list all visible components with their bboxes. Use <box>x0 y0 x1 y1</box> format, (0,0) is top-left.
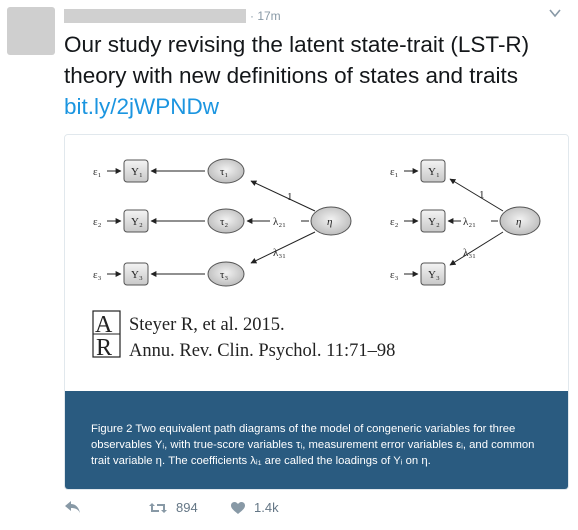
right-observable-box-2 <box>420 209 446 233</box>
right-error-2: ε₂ <box>390 216 399 228</box>
left-observable-box-2 <box>123 209 149 233</box>
left-observable-box-1 <box>123 159 149 183</box>
retweet-icon <box>149 502 167 513</box>
path-diagram: ε₁ ε₂ ε₃ Y₁ Y₂ Y₃ τ₁ τ₂ τ₃ <box>92 158 541 361</box>
right-coef-3: λ₃₁ <box>463 247 476 259</box>
annual-reviews-logo: A R <box>92 310 121 361</box>
right-coef-1: 1 <box>479 189 485 201</box>
left-true-score-ellipse-2 <box>207 208 245 234</box>
tweet-link[interactable]: bit.ly/2jWPNDw <box>64 94 220 119</box>
left-error-1: ε₁ <box>93 166 102 178</box>
avatar[interactable] <box>7 7 55 55</box>
left-true-score-ellipse-1 <box>207 158 245 184</box>
logo-letter-r: R <box>96 335 112 361</box>
left-coef-3: λ₃₁ <box>273 247 286 259</box>
right-observable-1: Y₁ <box>428 166 440 178</box>
left-error-3: ε₃ <box>93 269 102 281</box>
right-observable-3: Y₃ <box>428 269 440 281</box>
left-true-score-2: τ₂ <box>220 216 228 228</box>
right-observable-2: Y₂ <box>428 216 440 228</box>
retweet-button[interactable]: 894 <box>148 500 198 515</box>
reference-line-2: Annu. Rev. Clin. Psychol. 11:71–98 <box>129 341 395 361</box>
retweet-count: 894 <box>176 500 198 515</box>
left-observable-3: Y₃ <box>131 269 143 281</box>
tweet-timestamp[interactable]: · 17m <box>250 9 281 23</box>
reply-icon <box>65 501 80 513</box>
left-observable-box-3 <box>123 262 149 286</box>
chevron-down-icon[interactable] <box>548 6 562 20</box>
logo-letter-a: A <box>95 312 113 338</box>
figure-caption-panel: Figure 2 Two equivalent path diagrams of… <box>65 391 568 489</box>
tweet-body: Our study revising the latent state-trai… <box>64 32 530 88</box>
left-coef-2: λ₂₁ <box>273 216 286 228</box>
figure-caption: Figure 2 Two equivalent path diagrams of… <box>91 423 535 467</box>
heart-icon <box>231 501 245 514</box>
left-trait: η <box>327 216 332 228</box>
left-true-score-ellipse-3 <box>207 261 245 287</box>
right-error-3: ε₃ <box>390 269 399 281</box>
right-observable-box-1 <box>420 159 446 183</box>
right-coef-2: λ₂₁ <box>463 216 476 228</box>
reply-button[interactable] <box>64 500 90 514</box>
like-count: 1.4k <box>254 500 279 515</box>
figure-image: ε₁ ε₂ ε₃ Y₁ Y₂ Y₃ τ₁ τ₂ τ₃ <box>65 135 568 391</box>
right-trait-ellipse <box>499 206 541 236</box>
like-button[interactable]: 1.4k <box>230 500 279 515</box>
left-true-score-3: τ₃ <box>220 269 228 281</box>
tweet-text: Our study revising the latent state-trai… <box>64 29 564 122</box>
author-name-redacted[interactable] <box>64 9 246 23</box>
left-true-score-1: τ₁ <box>220 166 228 178</box>
left-trait-ellipse <box>310 206 352 236</box>
left-error-2: ε₂ <box>93 216 102 228</box>
right-trait: η <box>516 216 521 228</box>
media-card[interactable]: ε₁ ε₂ ε₃ Y₁ Y₂ Y₃ τ₁ τ₂ τ₃ <box>64 134 569 490</box>
left-observable-2: Y₂ <box>131 216 143 228</box>
right-observable-box-3 <box>420 262 446 286</box>
reference-line-1: Steyer R, et al. 2015. <box>129 315 285 335</box>
left-observable-1: Y₁ <box>131 166 143 178</box>
right-error-1: ε₁ <box>390 166 399 178</box>
left-coef-1: 1 <box>287 191 293 203</box>
tweet-actions: 894 1.4k <box>0 500 578 524</box>
